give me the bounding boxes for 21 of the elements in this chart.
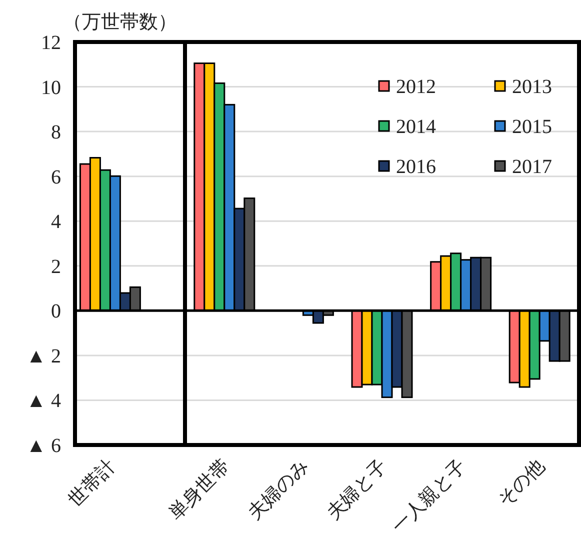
y-tick-label: 8 xyxy=(51,122,61,144)
y-tick-label: 2 xyxy=(51,256,61,278)
y-tick-label: ▲ 2 xyxy=(26,345,61,368)
y-tick-label: 6 xyxy=(51,166,61,188)
x-tick-label: その他 xyxy=(494,456,550,511)
legend-label: 2012 xyxy=(396,76,436,98)
y-tick-label: 10 xyxy=(41,76,61,99)
y-tick-label: 4 xyxy=(51,211,61,234)
y-tick-label: 12 xyxy=(41,32,61,54)
y-tick-label: ▲ 4 xyxy=(26,390,61,412)
legend-label: 2015 xyxy=(512,116,552,138)
legend-label: 2014 xyxy=(396,116,436,138)
x-tick-label: 世帯計 xyxy=(64,456,120,511)
x-tick-label: 夫婦のみ xyxy=(244,456,313,524)
legend-label: 2017 xyxy=(512,156,552,178)
legend-label: 2013 xyxy=(512,76,552,98)
x-tick-label: 単身世帯 xyxy=(165,456,234,524)
y-tick-label: ▲ 6 xyxy=(26,435,61,457)
legend-label: 2016 xyxy=(396,156,436,178)
y-tick-label: 0 xyxy=(51,300,61,323)
y-axis-title: （万世帯数） xyxy=(63,12,177,33)
